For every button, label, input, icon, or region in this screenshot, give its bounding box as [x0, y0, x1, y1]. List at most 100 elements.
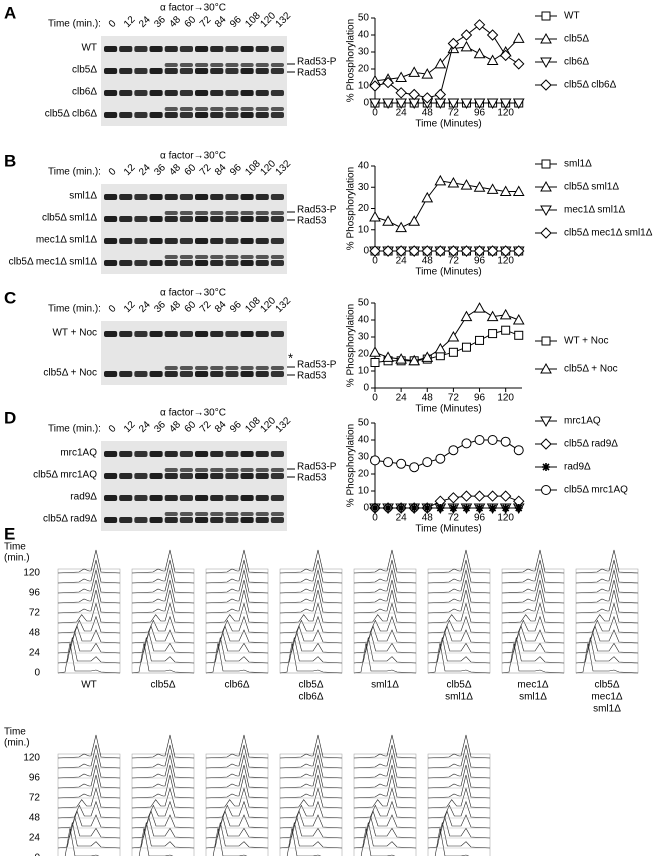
histogram-trace: [131, 754, 195, 779]
time-point: 0: [107, 166, 119, 178]
marker: [395, 71, 407, 82]
marker: [408, 66, 421, 77]
marker: [384, 504, 393, 512]
band: [179, 255, 193, 259]
time-point: 84: [213, 299, 229, 315]
marker: [447, 330, 460, 342]
marker: [369, 210, 381, 222]
marker: [473, 302, 486, 313]
histogram-trace: [353, 602, 417, 624]
strain-label: sml1Δ: [371, 680, 399, 691]
band: [270, 63, 284, 67]
band: [164, 216, 178, 222]
histogram-frame: [279, 753, 343, 859]
marker: [486, 245, 499, 257]
band: [210, 194, 224, 200]
band: [255, 63, 269, 67]
band: [255, 512, 269, 516]
band: [195, 216, 209, 222]
histogram-trace: [501, 637, 565, 664]
y-tick-label: 20: [358, 64, 370, 75]
x-tick-label: 48: [422, 108, 434, 119]
marker: [461, 438, 472, 449]
histogram-trace: [57, 642, 121, 674]
x-tick-label: 96: [474, 256, 486, 267]
band: [270, 211, 284, 215]
marker: [488, 504, 497, 512]
band: [164, 366, 178, 370]
band: [225, 512, 239, 516]
histogram-trace: [205, 549, 269, 574]
band: [225, 238, 239, 244]
legend-label: clb5Δ sml1Δ: [564, 182, 619, 193]
legend-label: mec1Δ sml1Δ: [564, 205, 625, 216]
histogram-trace: [57, 631, 121, 654]
band: [104, 495, 118, 501]
band: [225, 90, 239, 96]
panel-letter: C: [4, 288, 16, 307]
histogram-trace: [205, 559, 269, 584]
band: [134, 451, 148, 457]
marker: [421, 68, 434, 79]
band: [255, 46, 269, 52]
band: [240, 495, 254, 501]
y-axis-label: % Phosphorylation: [346, 19, 357, 102]
band: [164, 211, 178, 215]
band: [134, 46, 148, 52]
histogram-trace: [279, 810, 343, 829]
band: [179, 366, 193, 370]
histogram-trace: [353, 637, 417, 664]
strain-label: sml1Δ: [593, 704, 621, 715]
band: [240, 512, 254, 516]
legend-label: rad9Δ: [564, 462, 591, 473]
panel-letter: A: [4, 3, 16, 22]
band: [134, 194, 148, 200]
marker: [421, 351, 434, 362]
band: [179, 63, 193, 67]
marker: [513, 58, 525, 70]
histogram-trace: [353, 816, 417, 839]
time-point: 132: [274, 158, 294, 178]
flow-y-tick: 120: [23, 568, 40, 579]
band: [179, 216, 193, 222]
histogram-trace: [57, 569, 121, 594]
band: [195, 90, 209, 96]
marker: [434, 88, 447, 101]
band: [104, 238, 118, 244]
marker: [501, 504, 510, 512]
histogram-trace: [131, 787, 195, 809]
y-tick-label: 50: [358, 13, 370, 24]
band: [164, 451, 178, 457]
histogram-trace: [575, 615, 639, 634]
histogram-trace: [205, 810, 269, 829]
band: [225, 451, 239, 457]
histogram-trace: [279, 637, 343, 664]
legend-label: clb5Δ rad9Δ: [564, 439, 618, 450]
band: [149, 495, 163, 501]
band: [179, 90, 193, 96]
histogram-trace: [131, 764, 195, 789]
lane-label: clb5Δ + Noc: [43, 368, 97, 379]
band: [210, 366, 224, 370]
histogram-trace: [427, 787, 491, 809]
band: [195, 260, 209, 266]
marker: [540, 438, 552, 450]
histogram-trace: [131, 602, 195, 624]
band: [179, 495, 193, 501]
legend-label: mrc1AQ: [564, 416, 601, 427]
band: [210, 260, 224, 266]
band: [164, 107, 178, 111]
band: [119, 371, 133, 377]
series-line: [374, 180, 519, 229]
histogram-trace: [575, 602, 639, 624]
band-label: Rad53-P: [297, 57, 337, 68]
x-tick-label: 24: [396, 256, 408, 267]
band: [119, 260, 133, 266]
histogram-trace: [205, 579, 269, 604]
band: [179, 194, 193, 200]
flow-y-tick: 24: [29, 833, 41, 844]
band: [255, 112, 269, 118]
band: [240, 63, 254, 67]
band: [104, 473, 118, 479]
histogram-trace: [353, 589, 417, 614]
